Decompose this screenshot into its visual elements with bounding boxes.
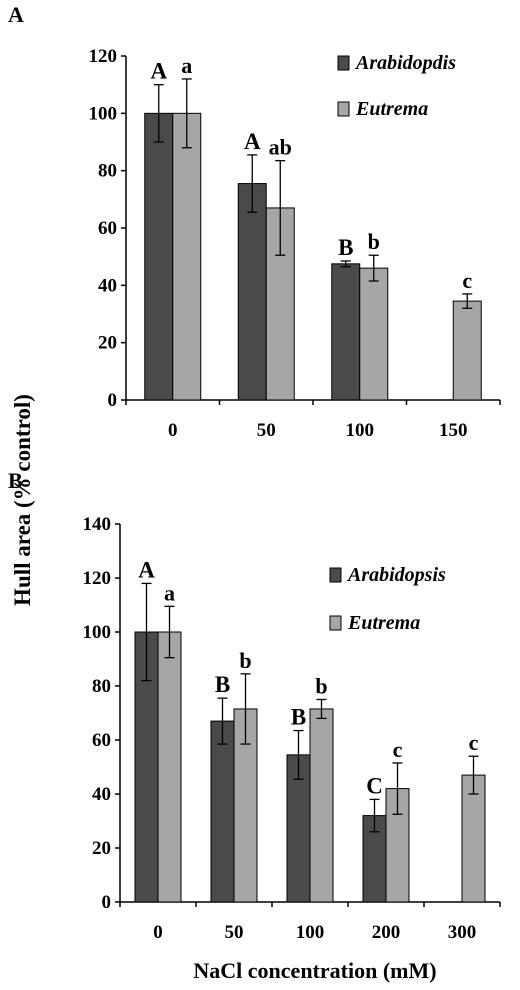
y-tick-label: 20 bbox=[98, 333, 117, 354]
y-tick-label: 140 bbox=[83, 514, 112, 535]
y-tick-label: 120 bbox=[89, 46, 118, 67]
y-tick-label: 80 bbox=[92, 676, 111, 697]
y-tick-label: 20 bbox=[92, 838, 111, 859]
y-tick-label: 100 bbox=[89, 103, 118, 124]
legend-label: Eutrema bbox=[355, 98, 428, 120]
significance-letter: a bbox=[181, 53, 192, 78]
y-tick-label: 60 bbox=[98, 218, 117, 239]
panel-b-chart: B 0 20 40 60 80 100 120 140 0 50 100 200 300 A B B Ca b b c c… bbox=[8, 468, 501, 943]
significance-letter: C bbox=[366, 773, 383, 798]
significance-letter: b bbox=[368, 229, 380, 254]
bar bbox=[237, 183, 267, 401]
y-tick-label: 40 bbox=[92, 784, 111, 805]
bar bbox=[452, 300, 482, 401]
y-tick-label: 120 bbox=[83, 568, 112, 589]
significance-letter: c bbox=[462, 268, 472, 293]
significance-letter: c bbox=[393, 737, 403, 762]
x-tick-label: 150 bbox=[439, 420, 468, 441]
bar bbox=[157, 631, 182, 903]
y-tick-label: 0 bbox=[108, 390, 118, 411]
x-tick-label: 200 bbox=[372, 922, 401, 943]
significance-letter: a bbox=[164, 580, 175, 605]
significance-letter: A bbox=[150, 59, 167, 84]
significance-letter: B bbox=[291, 705, 306, 730]
bar bbox=[172, 112, 202, 401]
significance-letter: A bbox=[244, 129, 261, 154]
legend-label: Arabidopdis bbox=[354, 52, 456, 74]
y-tick-label: 60 bbox=[92, 730, 111, 751]
x-tick-label: 0 bbox=[153, 922, 163, 943]
legend-swatch bbox=[337, 101, 350, 117]
y-tick-label: 0 bbox=[102, 892, 112, 913]
legend-swatch bbox=[337, 55, 350, 71]
bar bbox=[210, 720, 235, 903]
y-tick-label: 80 bbox=[98, 161, 117, 182]
significance-letter: b bbox=[315, 674, 327, 699]
bar bbox=[359, 267, 389, 401]
y-tick-label: 40 bbox=[98, 275, 117, 296]
legend-label: Arabidopsis bbox=[346, 564, 446, 586]
significance-letter: B bbox=[338, 235, 353, 260]
significance-letter: ab bbox=[269, 135, 292, 160]
significance-letter: c bbox=[469, 730, 479, 755]
y-axis-label: Hull area (% control) bbox=[10, 394, 35, 606]
bar bbox=[309, 708, 334, 903]
x-tick-label: 100 bbox=[296, 922, 325, 943]
y-tick-label: 100 bbox=[83, 622, 112, 643]
significance-letter: A bbox=[138, 557, 155, 582]
significance-letter: b bbox=[239, 648, 251, 673]
panel-label: B bbox=[8, 468, 23, 493]
legend-label: Eutrema bbox=[347, 612, 420, 634]
legend-swatch bbox=[329, 567, 342, 583]
x-tick-label: 100 bbox=[346, 420, 375, 441]
x-tick-label: 50 bbox=[257, 420, 276, 441]
bar bbox=[144, 112, 174, 401]
x-axis-label: NaCl concentration (mM) bbox=[193, 958, 436, 983]
x-tick-label: 50 bbox=[225, 922, 244, 943]
panel-label: A bbox=[8, 2, 24, 27]
legend-swatch bbox=[329, 615, 342, 631]
x-tick-label: 300 bbox=[448, 922, 477, 943]
x-tick-label: 0 bbox=[168, 420, 178, 441]
bar bbox=[331, 263, 361, 401]
significance-letter: B bbox=[215, 672, 230, 697]
panel-a-chart: A 0 20 40 60 80 100 120 0 50 100 150 A A Ba ab b c Arabido… bbox=[8, 2, 501, 441]
